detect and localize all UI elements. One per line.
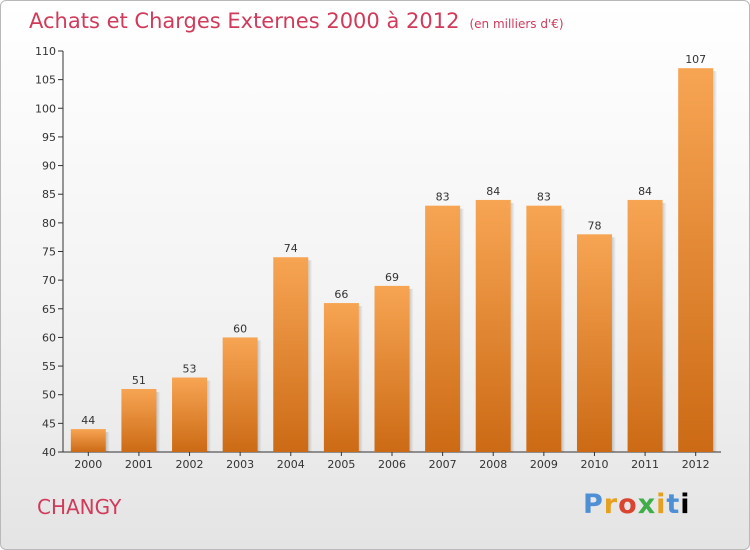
x-tick-label: 2012 <box>682 458 710 471</box>
bar-value-label: 44 <box>81 414 95 427</box>
y-tick-label: 65 <box>42 303 56 316</box>
bar <box>475 199 511 452</box>
x-tick-label: 2011 <box>631 458 659 471</box>
bars: 44 51 53 60 74 66 69 83 84 83 78 84 107 <box>70 53 718 452</box>
logo-letter: o <box>618 489 638 520</box>
y-tick-label: 85 <box>42 188 56 201</box>
bar <box>70 429 106 452</box>
bar-shadow <box>561 208 566 452</box>
bar-value-label: 83 <box>537 191 551 204</box>
bar-value-label: 83 <box>436 191 450 204</box>
y-tick-label: 80 <box>42 217 56 230</box>
bar-value-label: 84 <box>486 185 500 198</box>
bar-value-label: 107 <box>685 53 706 66</box>
bar-shadow <box>409 288 414 452</box>
axes: 40 45 50 55 60 65 70 75 80 85 90 95 100 105 110 2000 200… <box>35 45 721 471</box>
chart-title-text: Achats et Charges Externes 2000 à 2012 <box>29 9 460 33</box>
y-tick-label: 110 <box>35 45 56 58</box>
bar <box>425 205 461 452</box>
bar <box>323 303 359 452</box>
y-tick-label: 60 <box>42 331 56 344</box>
bar-shadow <box>156 391 161 452</box>
bar-shadow <box>105 432 110 452</box>
logo-letter: P <box>583 489 604 520</box>
bar-shadow <box>713 71 718 452</box>
chart-title: Achats et Charges Externes 2000 à 2012 (e… <box>29 9 564 33</box>
bar-value-label: 66 <box>334 288 348 301</box>
x-tick-label: 2008 <box>479 458 507 471</box>
bar <box>627 199 663 452</box>
bar-shadow <box>257 340 262 452</box>
y-tick-label: 100 <box>35 102 56 115</box>
chart-unit: (en milliers d'€) <box>469 17 564 31</box>
logo-letter: x <box>637 489 657 520</box>
proxiti-logo: Proxiti <box>583 489 691 520</box>
x-tick-label: 2003 <box>226 458 254 471</box>
bar <box>678 68 714 452</box>
bar-shadow <box>207 380 212 452</box>
x-tick-label: 2000 <box>74 458 102 471</box>
bar-value-label: 60 <box>233 322 247 335</box>
y-tick-label: 45 <box>42 417 56 430</box>
bar <box>526 205 562 452</box>
x-tick-label: 2001 <box>125 458 153 471</box>
bar-value-label: 78 <box>587 219 601 232</box>
x-tick-label: 2009 <box>530 458 558 471</box>
y-tick-label: 75 <box>42 246 56 259</box>
bar-value-label: 69 <box>385 271 399 284</box>
x-tick-label: 2002 <box>176 458 204 471</box>
y-tick-label: 95 <box>42 131 56 144</box>
bar-shadow <box>460 208 465 452</box>
bar-value-label: 74 <box>284 242 298 255</box>
bar-value-label: 53 <box>183 363 197 376</box>
bar-shadow <box>611 237 616 452</box>
x-tick-label: 2006 <box>378 458 406 471</box>
bar <box>121 388 157 452</box>
y-tick-label: 105 <box>35 74 56 87</box>
bar-shadow <box>510 202 515 452</box>
bar <box>172 377 208 452</box>
logo-letter: i <box>680 489 691 520</box>
bar-shadow <box>358 306 363 452</box>
x-tick-label: 2007 <box>429 458 457 471</box>
x-tick-label: 2005 <box>327 458 355 471</box>
logo-letter: i <box>656 489 667 520</box>
bar <box>222 337 258 452</box>
y-tick-label: 70 <box>42 274 56 287</box>
bar-value-label: 51 <box>132 374 146 387</box>
x-tick-label: 2004 <box>277 458 305 471</box>
bar <box>576 234 612 452</box>
logo-letter: r <box>603 489 619 520</box>
y-tick-label: 50 <box>42 389 56 402</box>
y-tick-label: 55 <box>42 360 56 373</box>
bar-shadow <box>308 260 313 452</box>
bar-value-label: 84 <box>638 185 652 198</box>
x-tick-label: 2010 <box>580 458 608 471</box>
commune-name: CHANGY <box>37 495 122 519</box>
logo-letter: t <box>666 489 681 520</box>
bar <box>273 257 309 452</box>
bar <box>374 285 410 452</box>
y-tick-label: 40 <box>42 446 56 459</box>
y-tick-label: 90 <box>42 160 56 173</box>
bar-shadow <box>662 202 667 452</box>
